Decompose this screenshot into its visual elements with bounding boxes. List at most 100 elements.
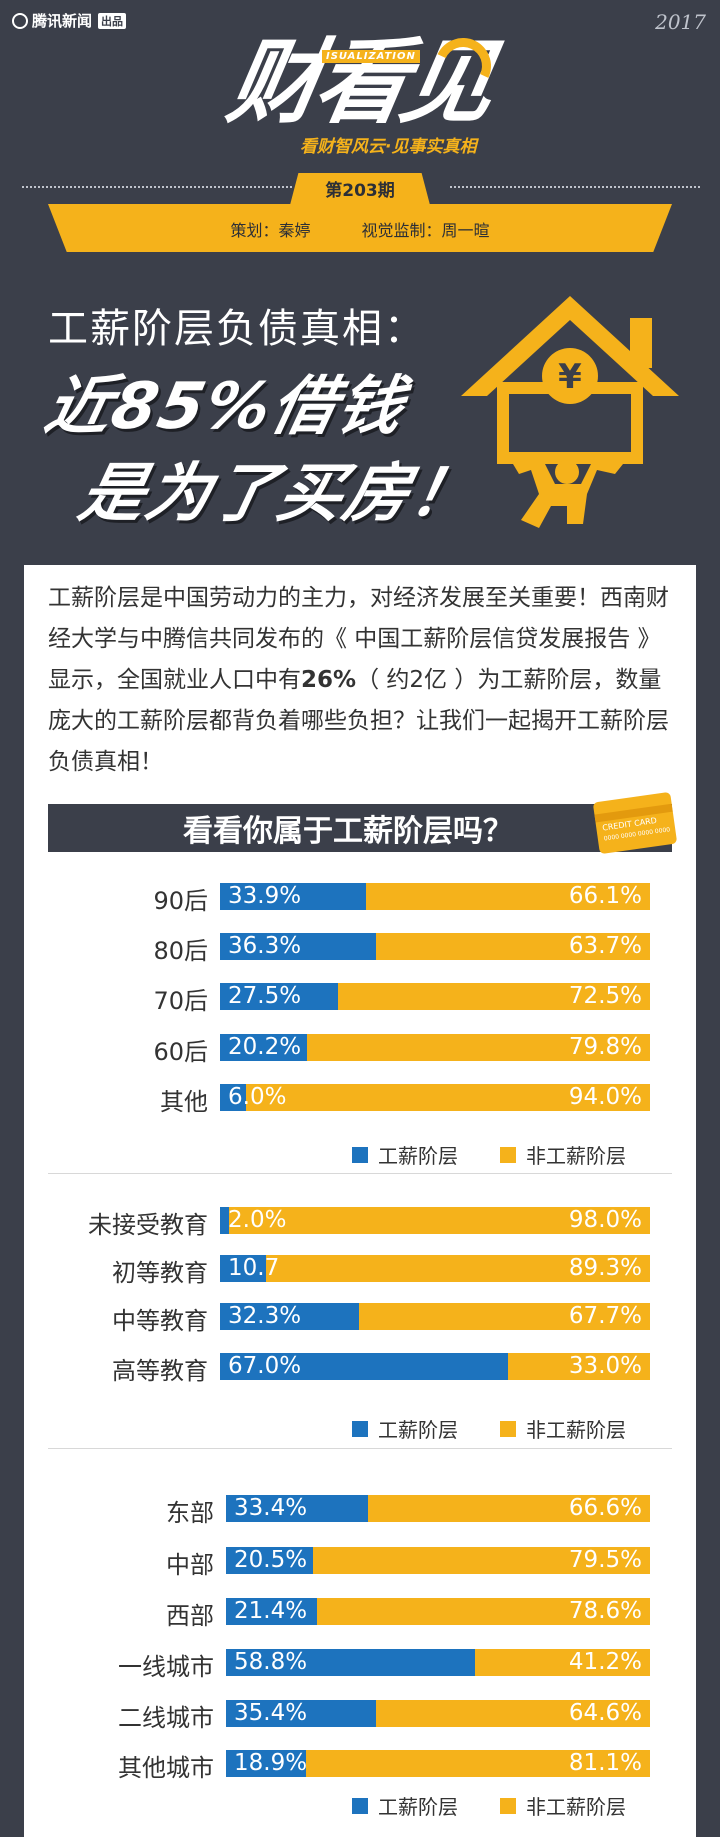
legend-non-working: 非工薪阶层 xyxy=(500,1791,626,1820)
bar-row: 二线城市 35.4% 64.6% xyxy=(226,1700,650,1727)
chart-divider xyxy=(48,1173,672,1174)
value-label-working: 20.2% xyxy=(228,1034,301,1061)
value-label-working: 35.4% xyxy=(234,1700,307,1727)
category-label: 二线城市 xyxy=(118,1698,214,1733)
category-label: 70后 xyxy=(153,981,208,1016)
legend-label: 工薪阶层 xyxy=(378,1140,458,1169)
intro-paragraph: 工薪阶层是中国劳动力的主力，对经济发展至关重要！西南财经大学与中腾信共同发布的《… xyxy=(48,578,672,783)
legend-label: 非工薪阶层 xyxy=(526,1140,626,1169)
headline-line1: 工薪阶层负债真相： xyxy=(48,296,426,354)
value-label-non-working: 72.5% xyxy=(569,983,642,1010)
value-label-working: 33.4% xyxy=(234,1495,307,1522)
legend-swatch xyxy=(352,1798,368,1814)
tencent-news-logo-icon xyxy=(12,13,28,29)
value-label-non-working: 33.0% xyxy=(569,1353,642,1380)
legend-working: 工薪阶层 xyxy=(352,1791,458,1820)
value-label-working: 18.9% xyxy=(234,1750,307,1777)
bar-row: 80后 36.3% 63.7% xyxy=(220,933,650,960)
headline-line3: 是为了买房！ xyxy=(72,442,488,534)
category-label: 初等教育 xyxy=(112,1253,208,1288)
brand[interactable]: 腾讯新闻 出品 xyxy=(12,10,126,31)
legend-swatch xyxy=(500,1798,516,1814)
value-label-non-working: 79.8% xyxy=(569,1034,642,1061)
value-label-non-working: 81.1% xyxy=(569,1750,642,1777)
value-label-non-working: 98.0% xyxy=(569,1207,642,1234)
value-label-non-working: 67.7% xyxy=(569,1303,642,1330)
dotted-divider-right xyxy=(450,186,700,188)
category-label: 高等教育 xyxy=(112,1351,208,1386)
house-lifting-icon: ¥ xyxy=(455,288,685,538)
chart-legend: 工薪阶层 非工薪阶层 xyxy=(352,1414,668,1443)
headline-line2: 近85%借钱 xyxy=(38,355,415,447)
value-label-working: 2.0% xyxy=(228,1207,286,1234)
value-label-non-working: 89.3% xyxy=(569,1255,642,1282)
bar-row: 其他 6.0% 94.0% xyxy=(220,1084,650,1111)
bar-row: 一线城市 58.8% 41.2% xyxy=(226,1649,650,1676)
legend-non-working: 非工薪阶层 xyxy=(500,1140,626,1169)
intro-highlight: 26% xyxy=(301,667,356,693)
value-label-working: 21.4% xyxy=(234,1598,307,1625)
category-label: 中等教育 xyxy=(112,1301,208,1336)
bar-row: 60后 20.2% 79.8% xyxy=(220,1034,650,1061)
value-label-working: 33.9% xyxy=(228,883,301,910)
value-label-non-working: 63.7% xyxy=(569,933,642,960)
dotted-divider-left xyxy=(22,186,292,188)
brand-name: 腾讯新闻 xyxy=(32,10,92,31)
value-label-working: 27.5% xyxy=(228,983,301,1010)
column-slogan: 看财智风云·见事实真相 xyxy=(300,132,476,157)
value-label-working: 32.3% xyxy=(228,1303,301,1330)
visual-credit: 视觉监制：周一暄 xyxy=(362,221,490,240)
legend-swatch xyxy=(500,1147,516,1163)
value-label-working: 10.7 xyxy=(228,1255,279,1282)
chart-legend: 工薪阶层 非工薪阶层 xyxy=(352,1140,668,1169)
legend-working: 工薪阶层 xyxy=(352,1140,458,1169)
column-title-en: ISUALIZATION xyxy=(322,50,420,63)
bar-row: 90后 33.9% 66.1% xyxy=(220,883,650,910)
value-label-non-working: 94.0% xyxy=(569,1084,642,1111)
year-label: 2017 xyxy=(655,10,706,34)
yuan-symbol: ¥ xyxy=(558,357,582,397)
legend-swatch xyxy=(352,1421,368,1437)
value-label-working: 67.0% xyxy=(228,1353,301,1380)
section-title: 看看你属于工薪阶层吗？ xyxy=(48,806,648,850)
category-label: 其他城市 xyxy=(118,1748,214,1783)
category-label: 未接受教育 xyxy=(88,1205,208,1240)
bar-row: 东部 33.4% 66.6% xyxy=(226,1495,650,1522)
value-label-working: 6.0% xyxy=(228,1084,286,1111)
category-label: 西部 xyxy=(166,1596,214,1631)
value-label-working: 36.3% xyxy=(228,933,301,960)
bar-row: 70后 27.5% 72.5% xyxy=(220,983,650,1010)
legend-non-working: 非工薪阶层 xyxy=(500,1414,626,1443)
planner-credit: 策划：秦婷 xyxy=(230,221,310,240)
chart-legend: 工薪阶层 非工薪阶层 xyxy=(352,1791,668,1820)
value-label-non-working: 41.2% xyxy=(569,1649,642,1676)
category-label: 中部 xyxy=(166,1545,214,1580)
category-label: 80后 xyxy=(153,931,208,966)
category-label: 其他 xyxy=(160,1082,208,1117)
legend-label: 非工薪阶层 xyxy=(526,1414,626,1443)
bar-row: 高等教育 67.0% 33.0% xyxy=(220,1353,650,1380)
value-label-non-working: 79.5% xyxy=(569,1547,642,1574)
legend-label: 工薪阶层 xyxy=(378,1414,458,1443)
credit-card-icon: CREDIT CARD 0000 0000 0000 0000 xyxy=(593,792,677,854)
bar-row: 未接受教育 2.0% 98.0% xyxy=(220,1207,650,1234)
value-label-working: 20.5% xyxy=(234,1547,307,1574)
value-label-non-working: 66.1% xyxy=(569,883,642,910)
legend-swatch xyxy=(352,1147,368,1163)
bar-row: 中等教育 32.3% 67.7% xyxy=(220,1303,650,1330)
value-label-non-working: 78.6% xyxy=(569,1598,642,1625)
bar-row: 其他城市 18.9% 81.1% xyxy=(226,1750,650,1777)
chart-divider xyxy=(48,1448,672,1449)
bar-row: 初等教育 10.7 89.3% xyxy=(220,1255,650,1282)
legend-working: 工薪阶层 xyxy=(352,1414,458,1443)
category-label: 一线城市 xyxy=(118,1647,214,1682)
bar-row: 中部 20.5% 79.5% xyxy=(226,1547,650,1574)
legend-label: 工薪阶层 xyxy=(378,1791,458,1820)
value-label-working: 58.8% xyxy=(234,1649,307,1676)
credits: 策划：秦婷 视觉监制：周一暄 xyxy=(48,217,672,241)
legend-label: 非工薪阶层 xyxy=(526,1791,626,1820)
issue-number: 第203期 xyxy=(290,176,430,201)
value-label-non-working: 66.6% xyxy=(569,1495,642,1522)
category-label: 90后 xyxy=(153,881,208,916)
legend-swatch xyxy=(500,1421,516,1437)
